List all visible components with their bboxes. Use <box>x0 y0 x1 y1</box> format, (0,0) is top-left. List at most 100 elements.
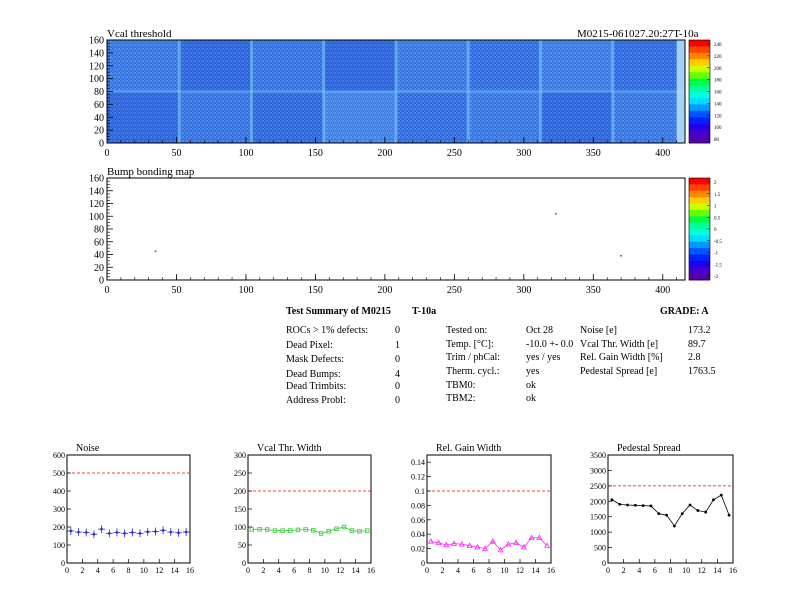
data-point <box>665 513 668 517</box>
y-tick-label: 0 <box>242 559 246 568</box>
data-point <box>349 528 354 533</box>
summary-label: Mask Defects: <box>286 354 345 365</box>
palette-label: 1.5 <box>714 193 721 198</box>
y-tick-label: 250 <box>234 469 246 478</box>
summary-label: Trim / phCal: <box>446 352 501 363</box>
data-point <box>169 530 173 534</box>
palette-swatch <box>689 117 710 125</box>
x-tick-label: 8 <box>669 566 673 575</box>
x-tick-label: 200 <box>377 285 392 296</box>
x-tick-label: 16 <box>547 566 555 575</box>
y-tick-label: 1500 <box>590 513 606 522</box>
summary-value: ok <box>526 393 536 404</box>
data-point <box>288 528 293 533</box>
bump-color-palette: 2 1.5 1 0.5 0 -0.5 -1 -1.5 -2 <box>688 177 722 281</box>
y-tick-label: 20 <box>94 126 104 137</box>
data-point <box>100 527 103 531</box>
x-tick-label: 6 <box>653 566 657 575</box>
data-point <box>688 503 692 507</box>
y-tick-label: 500 <box>594 544 606 553</box>
x-tick-label: 0 <box>606 566 610 575</box>
palette-swatch <box>689 203 710 211</box>
x-tick-label: 16 <box>367 566 375 575</box>
palette-label: 160 <box>714 91 722 96</box>
palette-label: 80 <box>714 138 720 143</box>
y-tick-label: 2000 <box>590 497 606 506</box>
x-tick-label: 6 <box>111 566 115 575</box>
palette-swatch <box>689 85 710 92</box>
x-tick-label: 4 <box>277 566 281 575</box>
chart-frame <box>66 454 191 564</box>
roc-tile <box>396 91 469 143</box>
roc-tile <box>612 91 685 143</box>
summary-value: 173.2 <box>688 325 711 336</box>
x-tick-label: 12 <box>516 566 524 575</box>
data-point <box>107 532 111 535</box>
module-id: M0215-061027.20:27T-10a <box>577 28 699 40</box>
data-point <box>544 542 551 548</box>
summary-value: 1 <box>395 340 400 351</box>
palette-swatch <box>689 110 710 118</box>
data-point <box>719 493 723 497</box>
x-tick-label: 14 <box>532 566 540 575</box>
small-chart: Rel. Gain Width 0 2 4 6 8 10 12 14 16 0 0.02 0.04 0.0… <box>411 443 555 575</box>
summary-value: 0 <box>395 381 400 392</box>
x-tick-label: 150 <box>308 285 323 296</box>
data-point <box>272 528 278 533</box>
palette-swatch <box>689 97 710 105</box>
x-tick-label: 10 <box>321 566 329 575</box>
small-chart: Vcal Thr. Width 0 2 4 6 8 10 12 14 16 0 50 100 150 200… <box>234 443 375 575</box>
x-tick-label: 0 <box>425 566 429 575</box>
y-tick-label: 20 <box>94 263 104 274</box>
palette-swatch <box>689 235 710 243</box>
y-tick-label: 0.08 <box>411 501 425 510</box>
y-tick-label: 60 <box>94 100 104 111</box>
x-tick-label: 16 <box>729 566 737 575</box>
dead-bump-point <box>554 212 557 215</box>
roc-tile <box>468 40 540 92</box>
x-tick-label: 4 <box>456 566 460 575</box>
palette-label: 220 <box>714 55 722 60</box>
data-point <box>497 546 504 553</box>
y-tick-label: 140 <box>89 48 104 59</box>
summary-value: ok <box>526 380 536 391</box>
summary-label: Noise [e] <box>580 325 617 336</box>
data-point <box>466 542 473 548</box>
chart-title: Rel. Gain Width <box>436 443 501 454</box>
y-tick-label: 150 <box>234 505 246 514</box>
palette-swatch <box>689 78 710 86</box>
palette-swatch <box>689 273 710 281</box>
y-tick-label: 0 <box>99 139 104 150</box>
summary-label: Temp. [°C]: <box>446 339 494 350</box>
roc-seam <box>107 90 685 93</box>
data-point <box>184 530 188 534</box>
y-tick-label: 200 <box>234 487 246 496</box>
palette-swatch <box>689 46 710 54</box>
summary-value: 89.7 <box>688 339 706 350</box>
palette-swatch <box>689 136 710 144</box>
chart-frame <box>247 454 372 564</box>
data-point <box>712 498 715 502</box>
y-tick-label: 500 <box>53 469 65 478</box>
data-point <box>257 526 262 532</box>
summary-title: Test Summary of M0215 <box>286 306 391 317</box>
data-point <box>154 530 157 533</box>
palette-swatch <box>689 254 710 262</box>
y-tick-label: 0.04 <box>411 530 425 539</box>
palette-swatch <box>689 52 710 60</box>
series-line <box>251 526 368 534</box>
x-tick-label: 2 <box>261 566 265 575</box>
data-point <box>123 532 126 535</box>
roc-tile <box>107 40 180 92</box>
summary-label: TBM2: <box>446 393 476 404</box>
y-tick-label: 160 <box>89 174 104 185</box>
data-point <box>84 531 88 534</box>
palette-swatch <box>689 197 710 204</box>
summary-label: Vcal Thr. Width [e] <box>580 339 659 350</box>
y-tick-label: 100 <box>53 541 65 550</box>
summary-value: 0 <box>395 325 400 336</box>
y-tick-label: 3000 <box>590 466 606 475</box>
data-point <box>326 529 331 534</box>
x-tick-label: 6 <box>472 566 476 575</box>
palette-label: 240 <box>714 43 722 48</box>
